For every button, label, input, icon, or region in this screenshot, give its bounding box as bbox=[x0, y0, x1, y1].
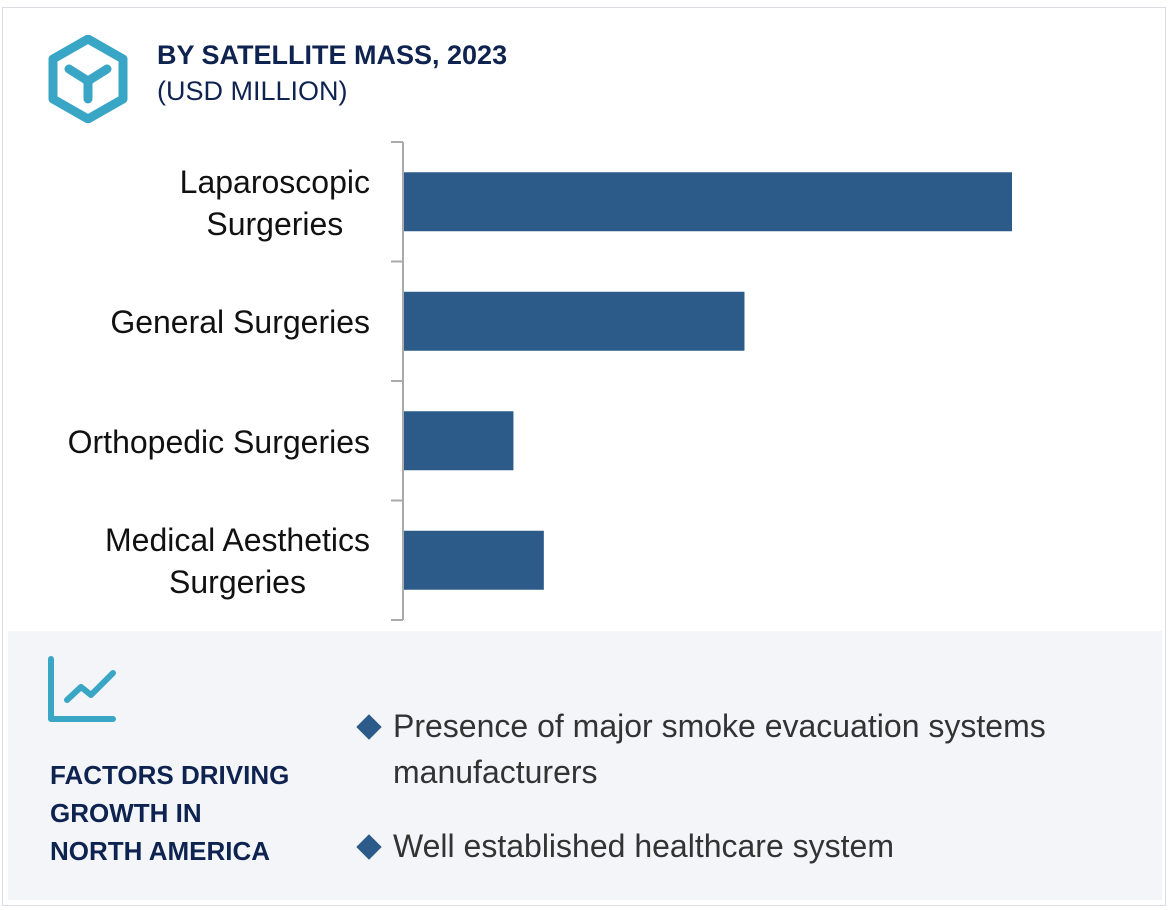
category-label-line: Surgeries bbox=[169, 564, 306, 601]
factors-panel bbox=[8, 631, 1162, 900]
factors-title: FACTORS DRIVING GROWTH IN NORTH AMERICA bbox=[50, 756, 330, 870]
factors-title-line: GROWTH IN bbox=[50, 798, 202, 828]
category-label: Laparoscopic Surgeries bbox=[180, 161, 370, 245]
diamond-bullet-icon bbox=[356, 834, 382, 860]
factor-item: Presence of major smoke evacuation syste… bbox=[356, 703, 1150, 795]
factors-title-line: NORTH AMERICA bbox=[50, 836, 271, 866]
category-label: Medical Aesthetics Surgeries bbox=[105, 519, 370, 603]
category-label-line: Surgeries bbox=[206, 205, 344, 242]
chart-title: BY SATELLITE MASS, 2023 bbox=[157, 40, 508, 70]
factor-item: Well established healthcare system bbox=[356, 823, 1150, 869]
category-label-line: General Surgeries bbox=[110, 304, 370, 341]
category-label-line: Orthopedic Surgeries bbox=[67, 423, 370, 460]
bar bbox=[404, 411, 514, 471]
bar-chart bbox=[391, 141, 1012, 621]
bar bbox=[404, 172, 1012, 232]
category-label-line: Medical Aesthetics bbox=[104, 522, 370, 559]
bar bbox=[404, 291, 745, 351]
bar bbox=[404, 530, 544, 590]
hexagon-y-icon bbox=[48, 35, 128, 123]
chart-subtitle: (USD MILLION) bbox=[157, 76, 348, 106]
trend-chart-icon bbox=[48, 656, 116, 722]
infographic-card bbox=[2, 7, 1166, 906]
category-label: General Surgeries bbox=[110, 301, 370, 343]
diamond-bullet-icon bbox=[356, 714, 382, 740]
factors-title-line: FACTORS DRIVING bbox=[50, 760, 290, 790]
category-label: Orthopedic Surgeries bbox=[68, 421, 370, 463]
category-label-line: Laparoscopic bbox=[179, 163, 370, 200]
